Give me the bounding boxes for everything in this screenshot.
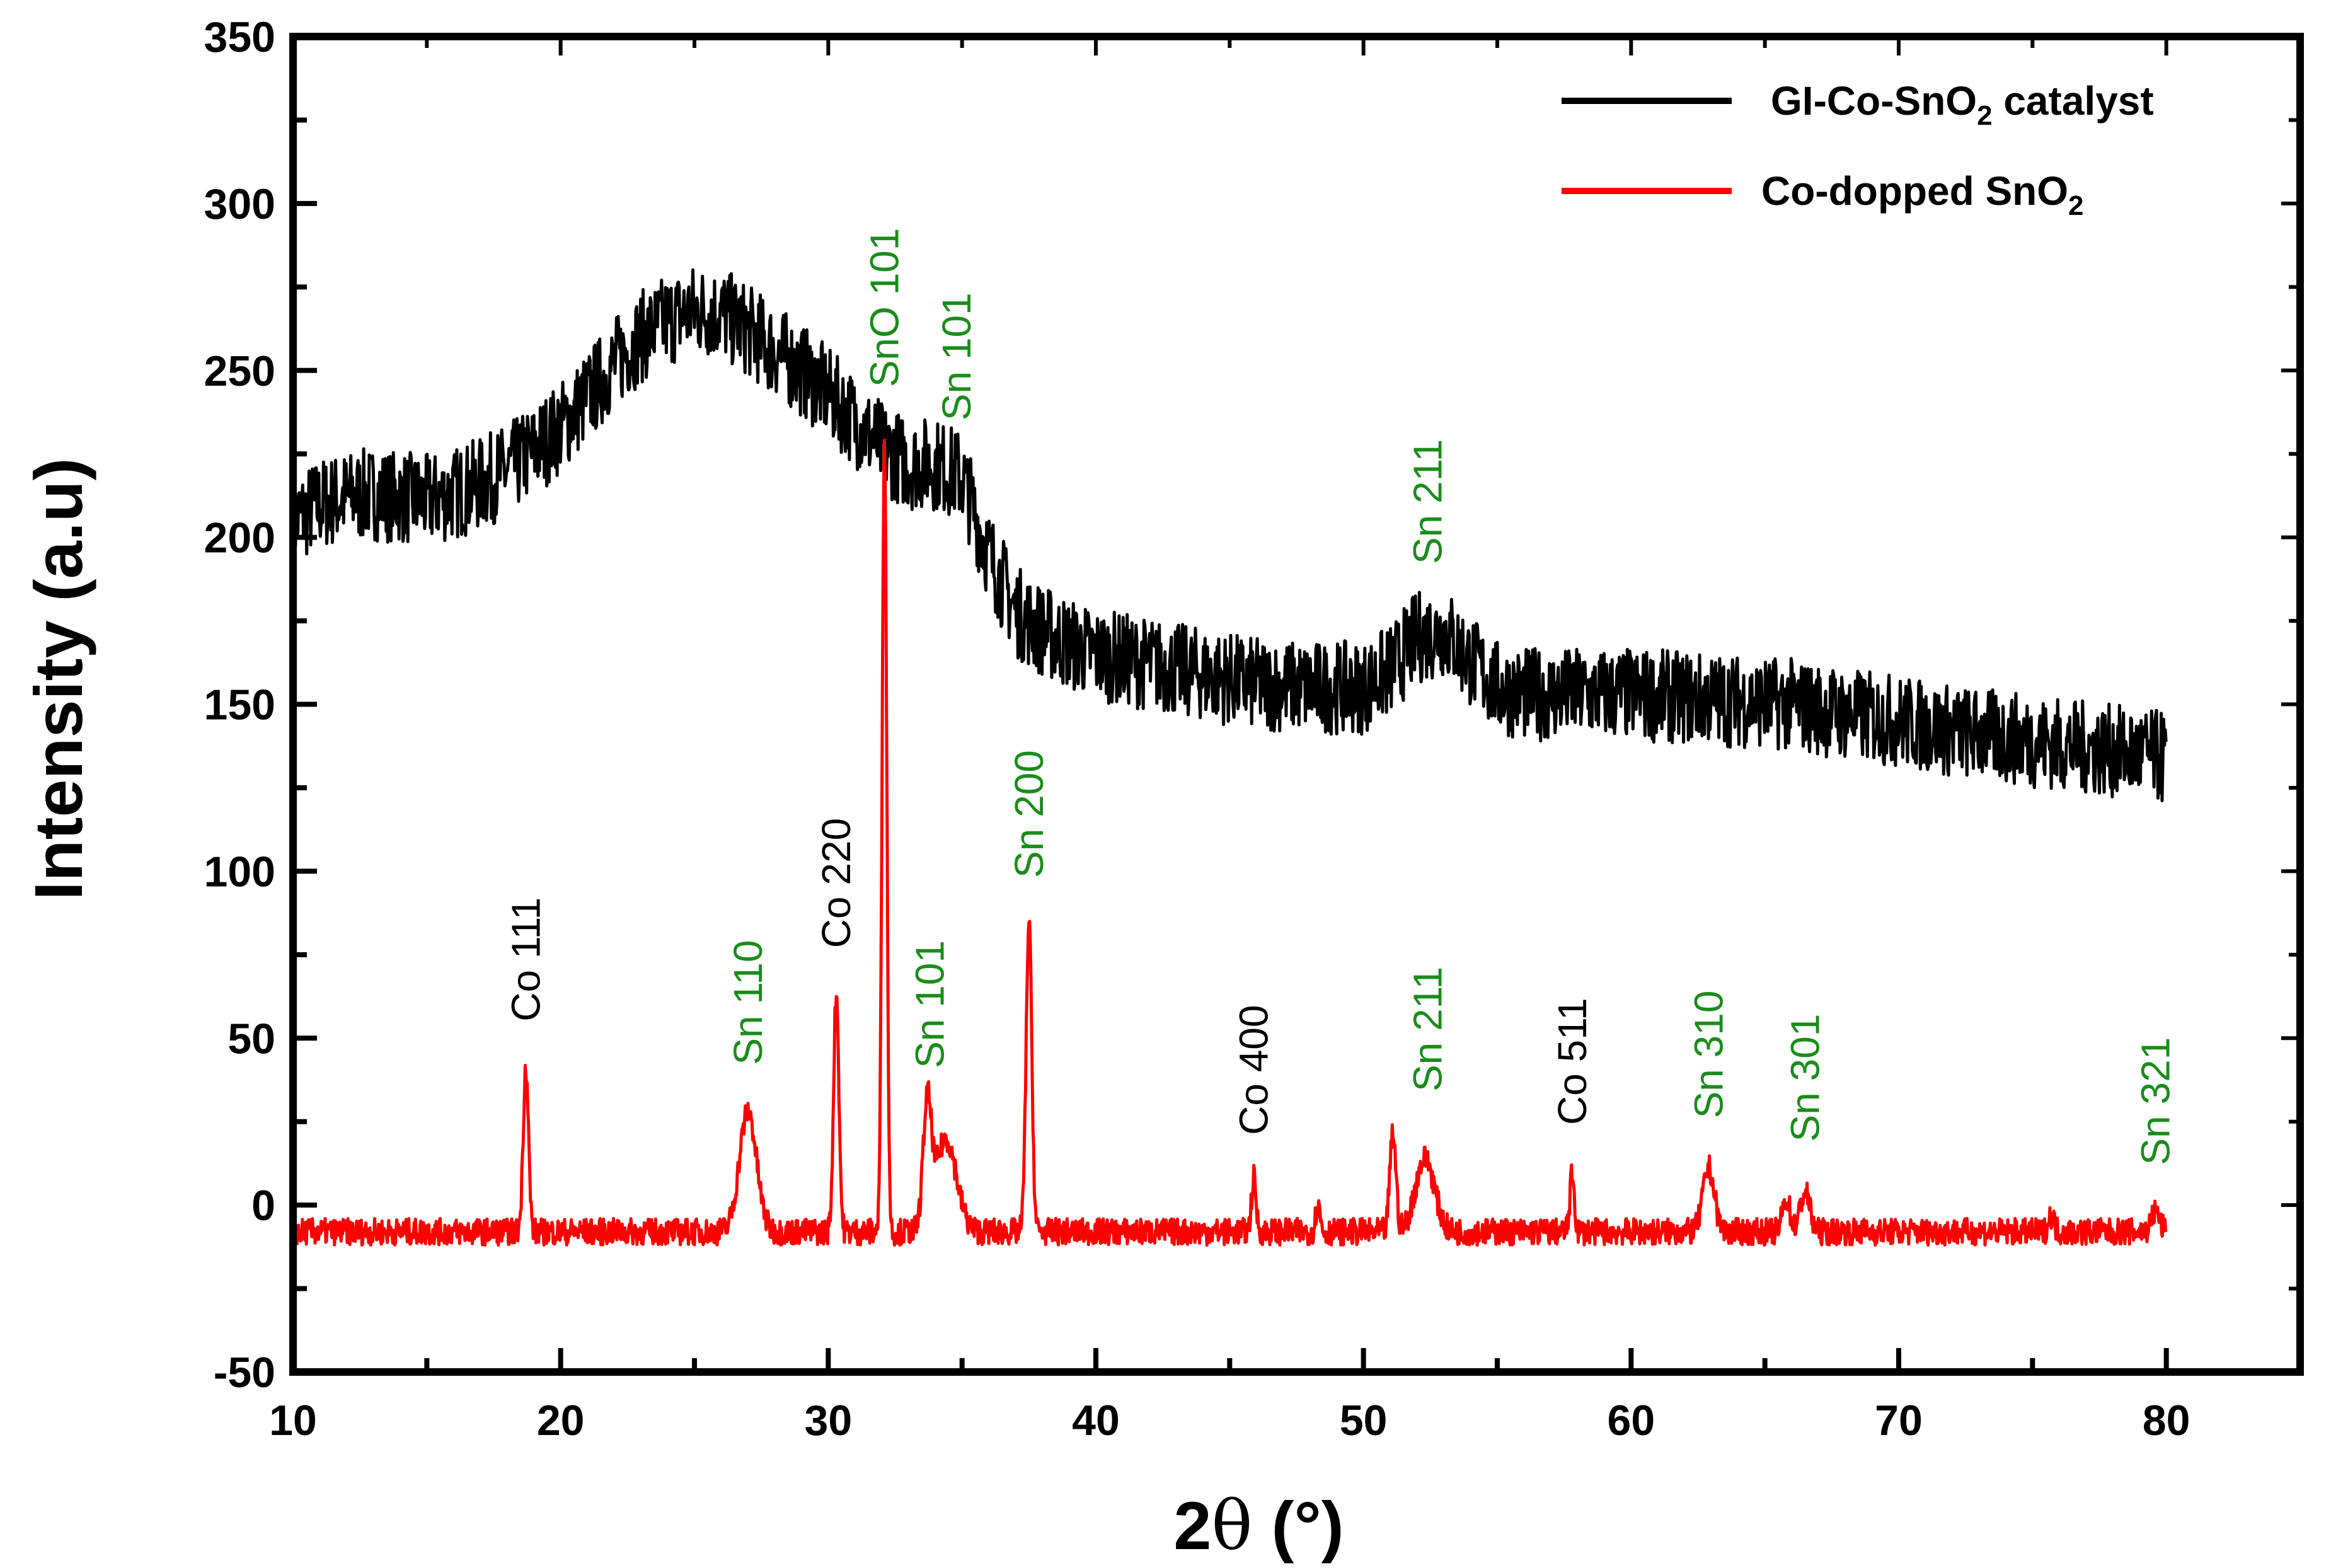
- legend-label-gi-co-sno2: GI-Co-SnO2 catalyst: [1771, 78, 2154, 131]
- legend: GI-Co-SnO2 catalyst Co-dopped SnO2: [1562, 78, 2154, 221]
- x-axis-title-base: 2: [1173, 1487, 1211, 1564]
- y-tick-label: 150: [204, 681, 275, 729]
- y-tick-label: 0: [251, 1182, 275, 1230]
- y-tick-label: 300: [204, 180, 275, 228]
- peak-label: Sn 301: [1782, 1014, 1827, 1142]
- y-tick-label: 200: [204, 514, 275, 562]
- peak-label: Co 220: [814, 818, 859, 948]
- legend-label-co-dopped-sno2: Co-dopped SnO2: [1761, 168, 2084, 221]
- peak-label: Co 511: [1550, 998, 1595, 1125]
- peak-label: SnO 101: [862, 228, 907, 388]
- peak-label: Co 400: [1231, 1005, 1277, 1135]
- x-axis-title-theta: θ: [1211, 1487, 1252, 1565]
- y-tick-label: -50: [214, 1349, 275, 1397]
- peak-label: Sn 211: [1405, 439, 1451, 564]
- peak-label: Sn 211: [1405, 967, 1451, 1092]
- peak-label: Sn 200: [1006, 750, 1052, 878]
- y-tick-label: 100: [204, 848, 275, 896]
- x-tick-label: 10: [269, 1397, 317, 1444]
- x-tick-label: 80: [2143, 1397, 2190, 1444]
- series-layer: [291, 268, 2168, 1247]
- peak-annotations: Co 111 Sn 110 Co 220 SnO 101 Sn 101 Sn 101 Sn …: [503, 228, 2178, 1165]
- plot-area: 10 20 30 40 50 60 70 80 -50 0 50 100 150 200 250 300 350…: [204, 13, 2304, 1444]
- legend-label-gi-co-sno2-main: GI-Co-SnO: [1771, 78, 1977, 124]
- series-line-co-dopped-sno2: [291, 439, 2168, 1247]
- y-tick-label: 50: [227, 1015, 275, 1063]
- axis-ticks: 10 20 30 40 50 60 70 80 -50 0 50 100 150 200 250 300 350: [204, 13, 2300, 1444]
- x-tick-label: 50: [1340, 1397, 1388, 1444]
- y-tick-label: 250: [204, 347, 275, 395]
- x-tick-label: 20: [537, 1397, 585, 1444]
- peak-label: Sn 310: [1686, 991, 1731, 1119]
- peak-label: Sn 321: [2133, 1037, 2178, 1165]
- peak-label: Sn 101: [934, 292, 979, 420]
- x-axis-title: 2θ (°): [1173, 1487, 1344, 1565]
- legend-label-co-dopped-sno2-main: Co-dopped SnO: [1761, 168, 2068, 214]
- x-tick-label: 60: [1608, 1397, 1655, 1444]
- series-line-gi-co-sno2: [291, 268, 2168, 802]
- peak-label: Sn 101: [907, 940, 953, 1068]
- x-tick-label: 40: [1072, 1397, 1120, 1444]
- y-axis-title: Intensity (a.u): [20, 458, 96, 900]
- x-tick-label: 30: [805, 1397, 853, 1444]
- x-axis-title-unit: (°): [1252, 1487, 1344, 1564]
- x-tick-label: 70: [1875, 1397, 1923, 1444]
- legend-label-gi-co-sno2-suffix: catalyst: [1993, 78, 2154, 124]
- peak-label: Co 111: [503, 897, 548, 1022]
- y-tick-label: 350: [204, 13, 275, 61]
- peak-label: Sn 110: [725, 940, 771, 1065]
- legend-label-co-dopped-sno2-subscript: 2: [2068, 190, 2083, 221]
- legend-label-gi-co-sno2-subscript: 2: [1977, 100, 1992, 131]
